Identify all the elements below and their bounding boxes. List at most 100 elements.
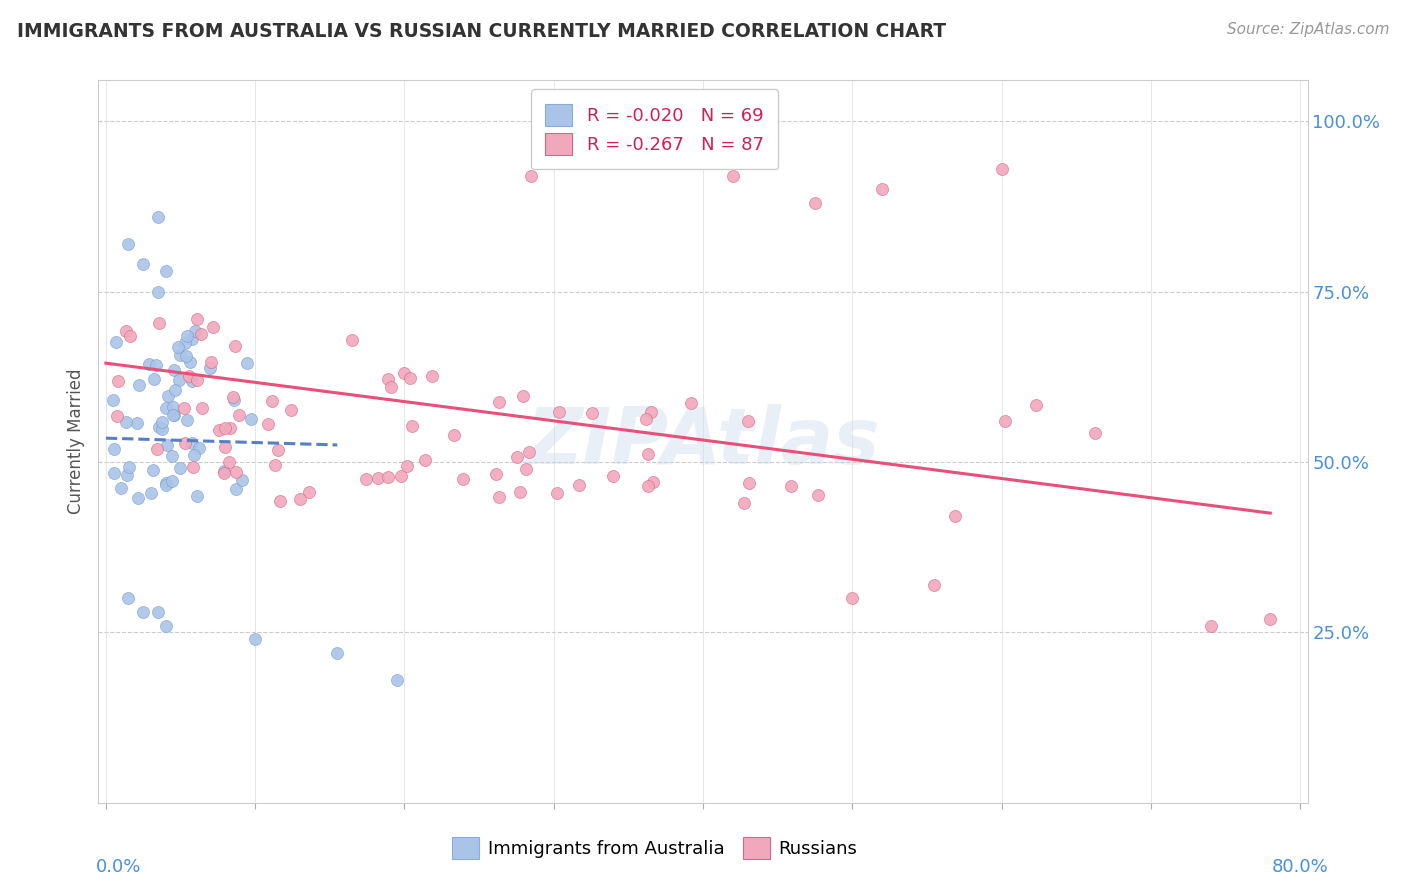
Point: [269, 494, 291, 508]
Point: [392, 366, 415, 380]
Point: [221, 390, 243, 404]
Point: [453, 473, 475, 487]
Text: 80.0%: 80.0%: [1272, 858, 1329, 876]
Point: [568, 478, 591, 492]
Point: [103, 467, 125, 481]
Point: [924, 577, 946, 591]
Point: [187, 441, 209, 455]
Point: [132, 257, 155, 271]
Point: [239, 411, 262, 425]
Point: [174, 349, 197, 363]
Point: [150, 415, 173, 429]
Point: [636, 411, 658, 425]
Point: [142, 463, 165, 477]
Point: [186, 489, 208, 503]
Point: [186, 373, 208, 387]
Point: [488, 490, 510, 504]
Point: [173, 335, 195, 350]
Point: [173, 436, 195, 450]
Point: [155, 618, 177, 632]
Point: [399, 371, 422, 385]
Point: [155, 475, 177, 490]
Point: [118, 460, 141, 475]
Point: [176, 329, 198, 343]
Point: [804, 196, 827, 211]
Point: [105, 334, 128, 349]
Y-axis label: Currently Married: Currently Married: [66, 368, 84, 515]
Point: [125, 416, 148, 430]
Point: [150, 422, 173, 436]
Point: [200, 360, 222, 375]
Point: [167, 340, 190, 354]
Point: [602, 469, 624, 483]
Point: [145, 442, 167, 456]
Point: [367, 471, 389, 485]
Point: [679, 395, 702, 409]
Point: [1084, 426, 1107, 441]
Point: [105, 409, 128, 423]
Point: [148, 420, 170, 434]
Point: [1258, 612, 1281, 626]
Point: [354, 471, 377, 485]
Point: [139, 485, 162, 500]
Point: [169, 461, 191, 475]
Point: [146, 285, 169, 299]
Point: [181, 436, 204, 450]
Point: [517, 445, 540, 459]
Point: [218, 455, 240, 469]
Point: [738, 475, 761, 490]
Point: [162, 400, 184, 414]
Point: [212, 464, 235, 478]
Point: [127, 491, 149, 506]
Point: [146, 605, 169, 619]
Point: [737, 414, 759, 428]
Point: [208, 423, 231, 437]
Point: [543, 155, 565, 169]
Point: [156, 437, 179, 451]
Point: [176, 413, 198, 427]
Point: [1199, 618, 1222, 632]
Point: [157, 388, 180, 402]
Point: [721, 169, 744, 183]
Point: [264, 458, 287, 472]
Point: [200, 355, 222, 369]
Point: [155, 477, 177, 491]
Point: [138, 357, 160, 371]
Point: [420, 369, 443, 384]
Point: [146, 210, 169, 224]
Point: [163, 408, 186, 422]
Point: [117, 236, 139, 251]
Point: [401, 419, 423, 434]
Point: [298, 484, 321, 499]
Point: [236, 356, 259, 370]
Point: [288, 491, 311, 506]
Text: ZIPAtlas: ZIPAtlas: [526, 403, 880, 480]
Point: [163, 363, 186, 377]
Point: [637, 479, 659, 493]
Point: [443, 428, 465, 442]
Point: [191, 401, 214, 416]
Point: [173, 401, 195, 415]
Point: [548, 405, 571, 419]
Point: [779, 478, 801, 492]
Point: [515, 461, 537, 475]
Point: [128, 378, 150, 392]
Point: [169, 347, 191, 361]
Point: [219, 421, 242, 435]
Point: [389, 468, 412, 483]
Point: [224, 339, 246, 353]
Point: [179, 368, 201, 383]
Point: [1025, 398, 1047, 412]
Point: [103, 442, 125, 457]
Point: [110, 481, 132, 495]
Point: [505, 450, 527, 464]
Point: [162, 408, 184, 422]
Point: [167, 373, 190, 387]
Point: [870, 182, 893, 196]
Point: [943, 508, 966, 523]
Point: [326, 646, 349, 660]
Point: [377, 372, 399, 386]
Point: [181, 460, 204, 475]
Point: [202, 320, 225, 334]
Point: [114, 324, 136, 338]
